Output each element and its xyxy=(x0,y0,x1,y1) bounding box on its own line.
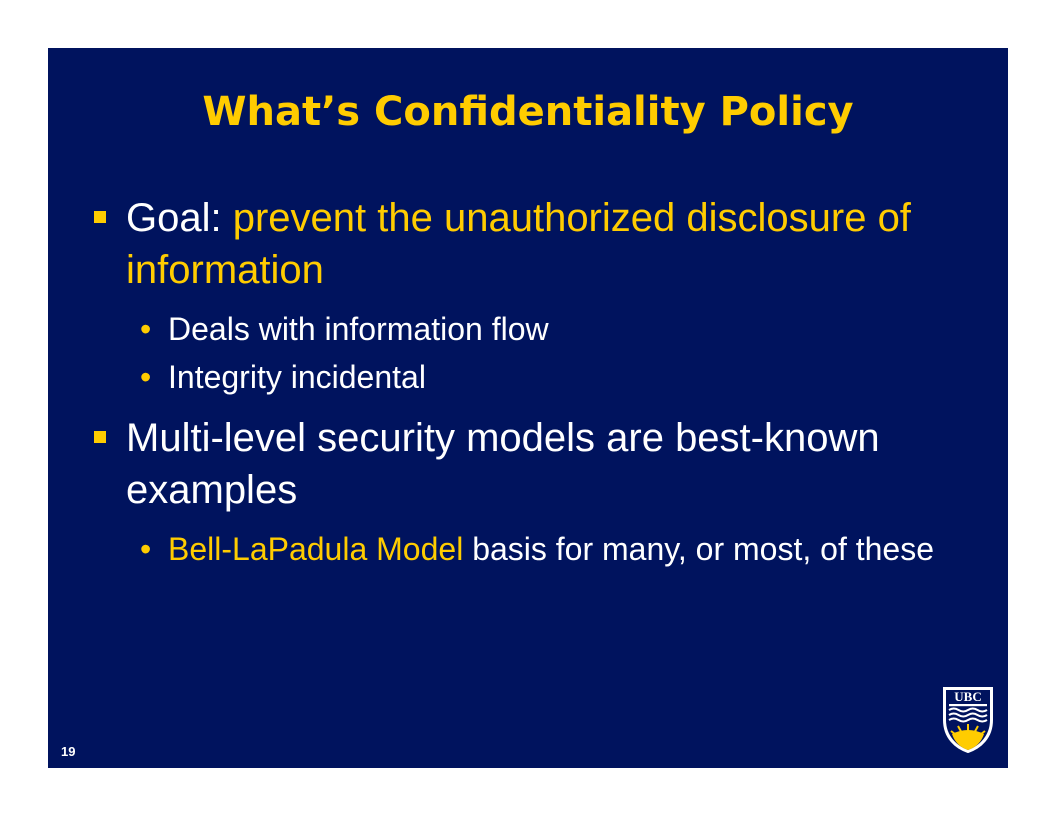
ubc-logo-icon: UBC xyxy=(943,687,993,754)
slide-number: 19 xyxy=(61,744,76,759)
dot-bullet-icon: • xyxy=(140,531,152,567)
square-bullet-icon xyxy=(94,431,106,443)
sub-bullet-text: basis for many, or most, of these xyxy=(463,531,934,567)
sub-bullet-integrity: • Integrity incidental xyxy=(140,356,950,398)
sub-bullet-text: Deals with information flow xyxy=(168,311,549,347)
sub-bullet-information-flow: • Deals with information flow xyxy=(140,308,950,350)
sub-bullet-text: Integrity incidental xyxy=(168,359,426,395)
slide-background xyxy=(48,48,1008,768)
slide-title: What’s Confidentiality Policy xyxy=(202,89,854,135)
bullet-goal-highlight: prevent the unauthorized disclosure of i… xyxy=(126,196,911,292)
bullet-multilevel-text: Multi-level security models are best-kno… xyxy=(126,416,880,512)
dot-bullet-icon: • xyxy=(140,359,152,395)
logo-text: UBC xyxy=(954,689,981,704)
bullet-goal-prefix: Goal: xyxy=(126,196,233,240)
bullet-multilevel: Multi-level security models are best-kno… xyxy=(90,412,950,516)
square-bullet-icon xyxy=(94,211,106,223)
slide-content: Goal: prevent the unauthorized disclosur… xyxy=(90,192,950,570)
bell-lapadula-highlight: Bell-LaPadula Model xyxy=(168,531,464,567)
dot-bullet-icon: • xyxy=(140,311,152,347)
bullet-goal: Goal: prevent the unauthorized disclosur… xyxy=(90,192,950,296)
sub-bullet-bell-lapadula: • Bell-LaPadula Model basis for many, or… xyxy=(140,528,950,570)
